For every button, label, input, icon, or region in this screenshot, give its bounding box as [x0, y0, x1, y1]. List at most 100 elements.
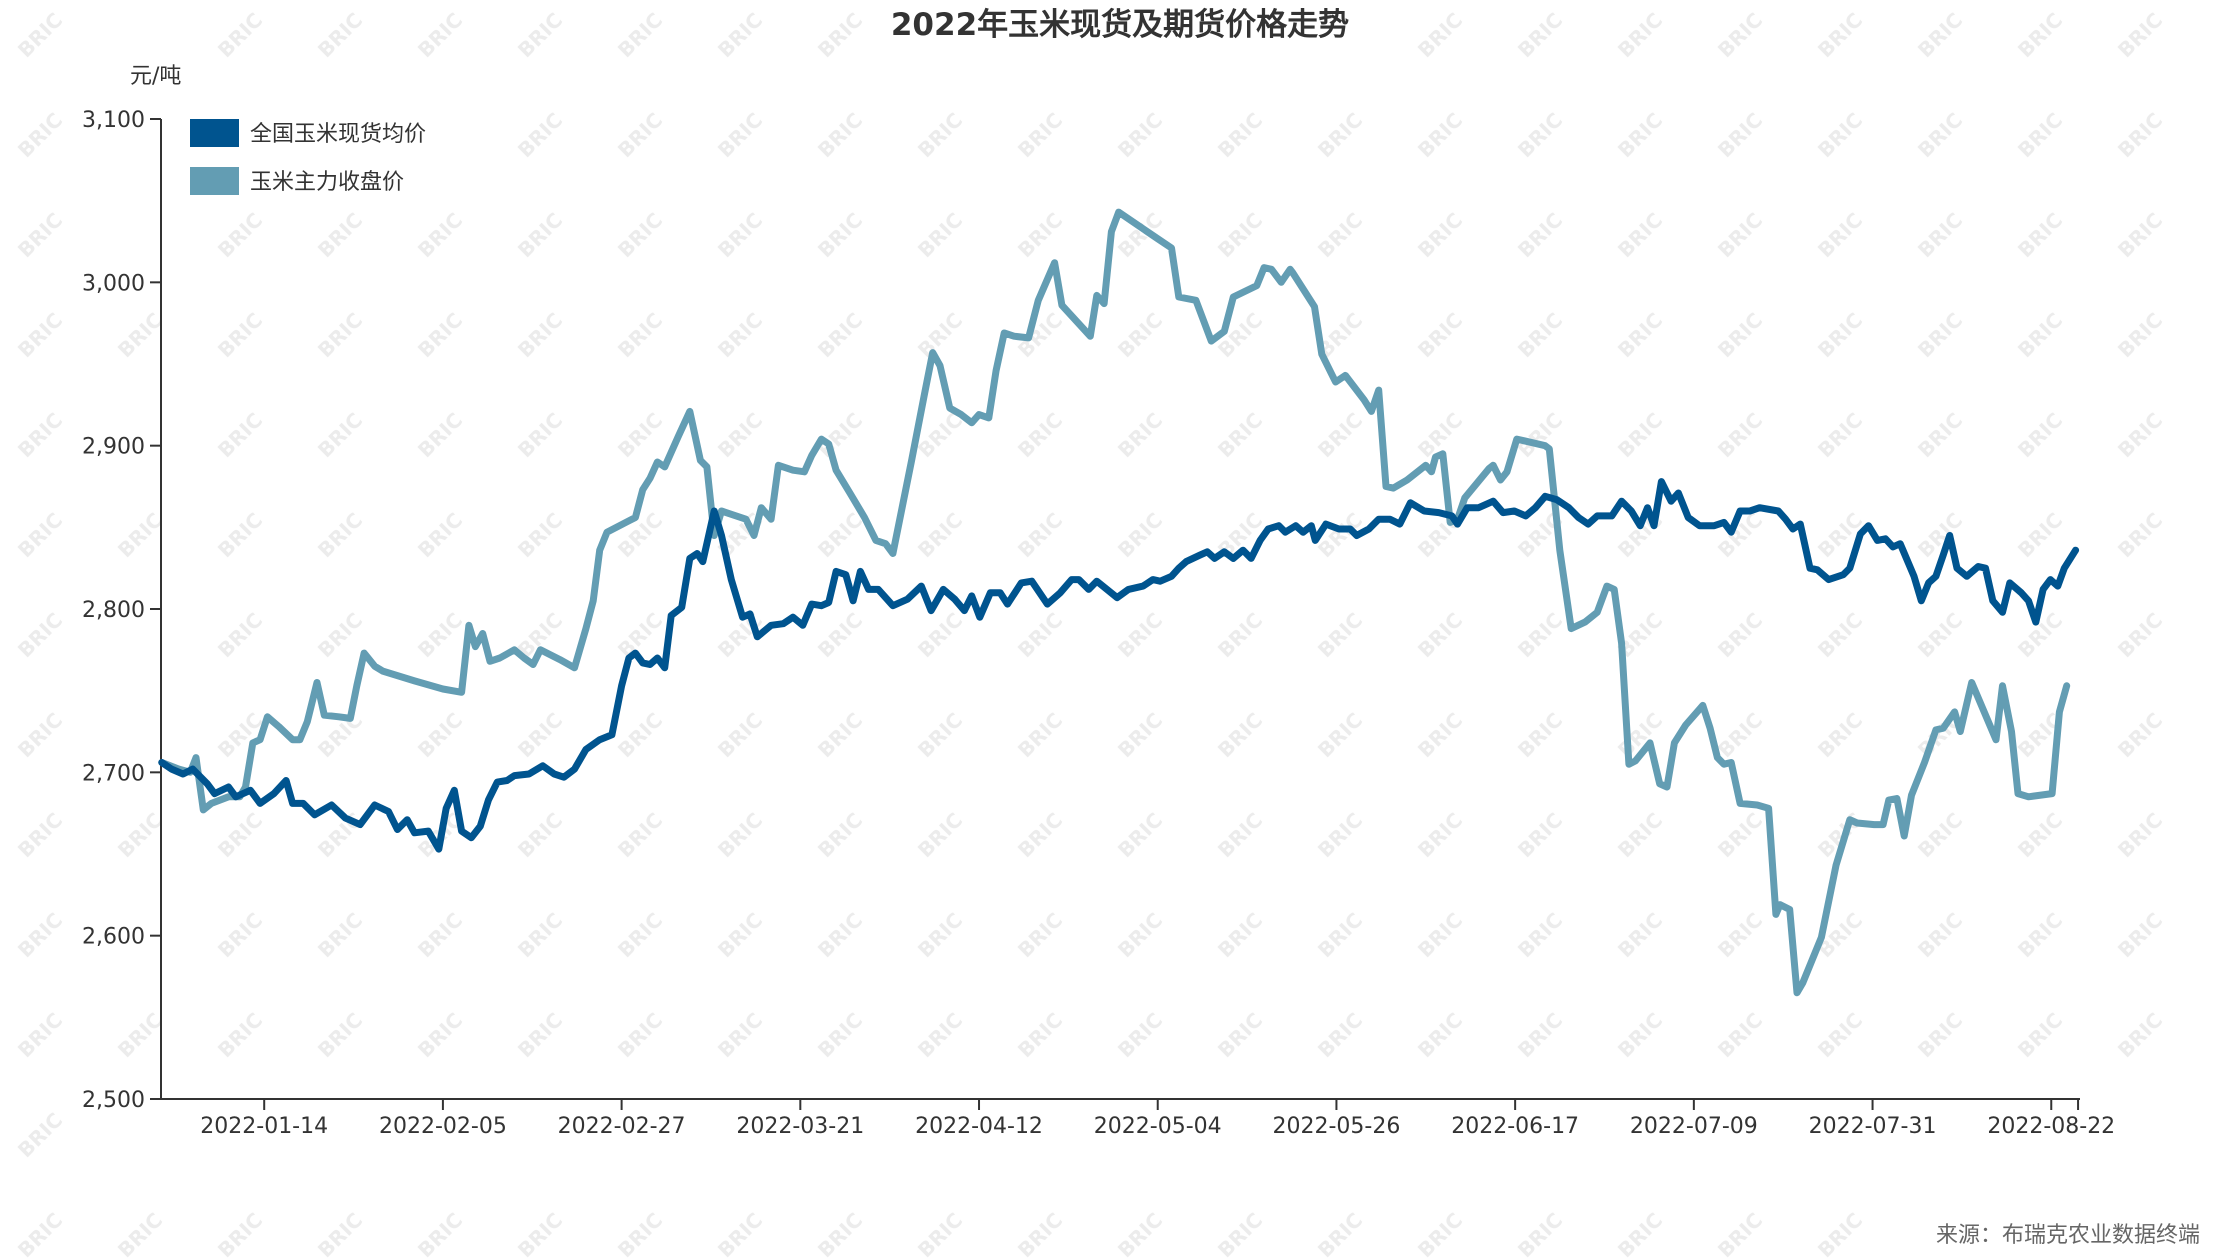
watermark-text: BRIC — [613, 908, 667, 962]
watermark-text: BRIC — [1413, 808, 1467, 862]
watermark-text: BRIC — [1513, 208, 1567, 262]
watermark-text: BRIC — [613, 1208, 667, 1260]
x-tick-label: 2022-08-22 — [1987, 1114, 2115, 1139]
watermark-text: BRIC — [713, 908, 767, 962]
watermark-text: BRIC — [13, 208, 67, 262]
watermark-text: BRIC — [2013, 208, 2067, 262]
x-tick-label: 2022-02-05 — [379, 1114, 507, 1139]
watermark-text: BRIC — [1213, 908, 1267, 962]
watermark-text: BRIC — [2013, 8, 2067, 62]
watermark-text: BRIC — [1113, 508, 1167, 562]
watermark-text: BRIC — [713, 1008, 767, 1062]
y-tick-label: 2,900 — [82, 435, 145, 460]
watermark-text: BRIC — [1513, 1008, 1567, 1062]
watermark-text: BRIC — [913, 1008, 967, 1062]
watermark-text: BRIC — [2113, 308, 2167, 362]
watermark-text: BRIC — [2113, 1008, 2167, 1062]
watermark-text: BRIC — [1713, 1208, 1767, 1260]
watermark-text: BRIC — [413, 608, 467, 662]
watermark-text: BRIC — [1313, 908, 1367, 962]
watermark-text: BRIC — [813, 208, 867, 262]
watermark-layer: BRIC BRIC BRIC BRIC BRIC BRIC BRIC BRIC BRIC BRIC… — [13, 8, 2167, 1260]
watermark-text: BRIC — [813, 1208, 867, 1260]
watermark-text: BRIC — [113, 1208, 167, 1260]
watermark-text: BRIC — [113, 808, 167, 862]
watermark-text: BRIC — [1313, 408, 1367, 462]
series-lines — [158, 208, 2080, 997]
watermark-text: BRIC — [1713, 208, 1767, 262]
watermark-text: BRIC — [813, 908, 867, 962]
watermark-text: BRIC — [1813, 108, 1867, 162]
watermark-text: BRIC — [913, 508, 967, 562]
watermark-text: BRIC — [1013, 708, 1067, 762]
watermark-text: BRIC — [1213, 708, 1267, 762]
x-tick-label: 2022-07-31 — [1809, 1114, 1937, 1139]
watermark-text: BRIC — [1713, 708, 1767, 762]
watermark-text: BRIC — [1313, 208, 1367, 262]
watermark-text: BRIC — [813, 708, 867, 762]
watermark-text: BRIC — [2113, 108, 2167, 162]
watermark-text: BRIC — [1613, 208, 1667, 262]
watermark-text: BRIC — [613, 208, 667, 262]
watermark-text: BRIC — [313, 408, 367, 462]
watermark-text: BRIC — [1313, 708, 1367, 762]
watermark-text: BRIC — [13, 8, 67, 62]
watermark-text: BRIC — [713, 808, 767, 862]
watermark-text: BRIC — [413, 1008, 467, 1062]
watermark-text: BRIC — [1213, 108, 1267, 162]
watermark-text: BRIC — [1313, 1208, 1367, 1260]
watermark-text: BRIC — [2113, 608, 2167, 662]
watermark-text: BRIC — [213, 908, 267, 962]
watermark-text: BRIC — [1513, 308, 1567, 362]
watermark-text: BRIC — [413, 8, 467, 62]
y-tick-label: 3,100 — [82, 108, 145, 133]
watermark-text: BRIC — [413, 208, 467, 262]
watermark-text: BRIC — [1713, 408, 1767, 462]
watermark-text: BRIC — [913, 1208, 967, 1260]
watermark-text: BRIC — [313, 608, 367, 662]
watermark-text: BRIC — [1013, 508, 1067, 562]
watermark-text: BRIC — [1213, 608, 1267, 662]
x-tick-label: 2022-05-26 — [1273, 1114, 1401, 1139]
watermark-text: BRIC — [13, 1208, 67, 1260]
watermark-text: BRIC — [1813, 308, 1867, 362]
watermark-text: BRIC — [413, 508, 467, 562]
x-tick-label: 2022-06-17 — [1451, 1114, 1579, 1139]
watermark-text: BRIC — [1513, 708, 1567, 762]
watermark-text: BRIC — [1413, 308, 1467, 362]
watermark-text: BRIC — [13, 108, 67, 162]
watermark-text: BRIC — [513, 408, 567, 462]
watermark-text: BRIC — [313, 8, 367, 62]
watermark-text: BRIC — [1013, 408, 1067, 462]
watermark-text: BRIC — [613, 708, 667, 762]
y-axis-unit-label: 元/吨 — [130, 64, 181, 89]
watermark-text: BRIC — [1613, 908, 1667, 962]
watermark-text: BRIC — [2013, 308, 2067, 362]
watermark-text: BRIC — [1713, 108, 1767, 162]
watermark-text: BRIC — [1513, 608, 1567, 662]
x-tick-label: 2022-04-12 — [915, 1114, 1043, 1139]
watermark-text: BRIC — [613, 408, 667, 462]
watermark-text: BRIC — [1413, 108, 1467, 162]
watermark-text: BRIC — [1113, 708, 1167, 762]
watermark-text: BRIC — [1813, 708, 1867, 762]
watermark-text: BRIC — [2013, 508, 2067, 562]
watermark-text: BRIC — [713, 1208, 767, 1260]
legend: 全国玉米现货均价 玉米主力收盘价 — [190, 119, 426, 195]
watermark-text: BRIC — [1613, 8, 1667, 62]
watermark-text: BRIC — [1413, 1208, 1467, 1260]
watermark-text: BRIC — [813, 808, 867, 862]
series-line-spot-price — [158, 478, 2080, 853]
watermark-text: BRIC — [813, 508, 867, 562]
watermark-text: BRIC — [513, 1008, 567, 1062]
x-tick-label: 2022-03-21 — [736, 1114, 864, 1139]
watermark-text: BRIC — [1413, 908, 1467, 962]
watermark-text: BRIC — [1813, 1208, 1867, 1260]
watermark-text: BRIC — [1813, 608, 1867, 662]
watermark-text: BRIC — [513, 308, 567, 362]
watermark-text: BRIC — [713, 708, 767, 762]
watermark-text: BRIC — [13, 908, 67, 962]
watermark-text: BRIC — [1813, 1008, 1867, 1062]
watermark-text: BRIC — [1613, 1208, 1667, 1260]
watermark-text: BRIC — [613, 508, 667, 562]
